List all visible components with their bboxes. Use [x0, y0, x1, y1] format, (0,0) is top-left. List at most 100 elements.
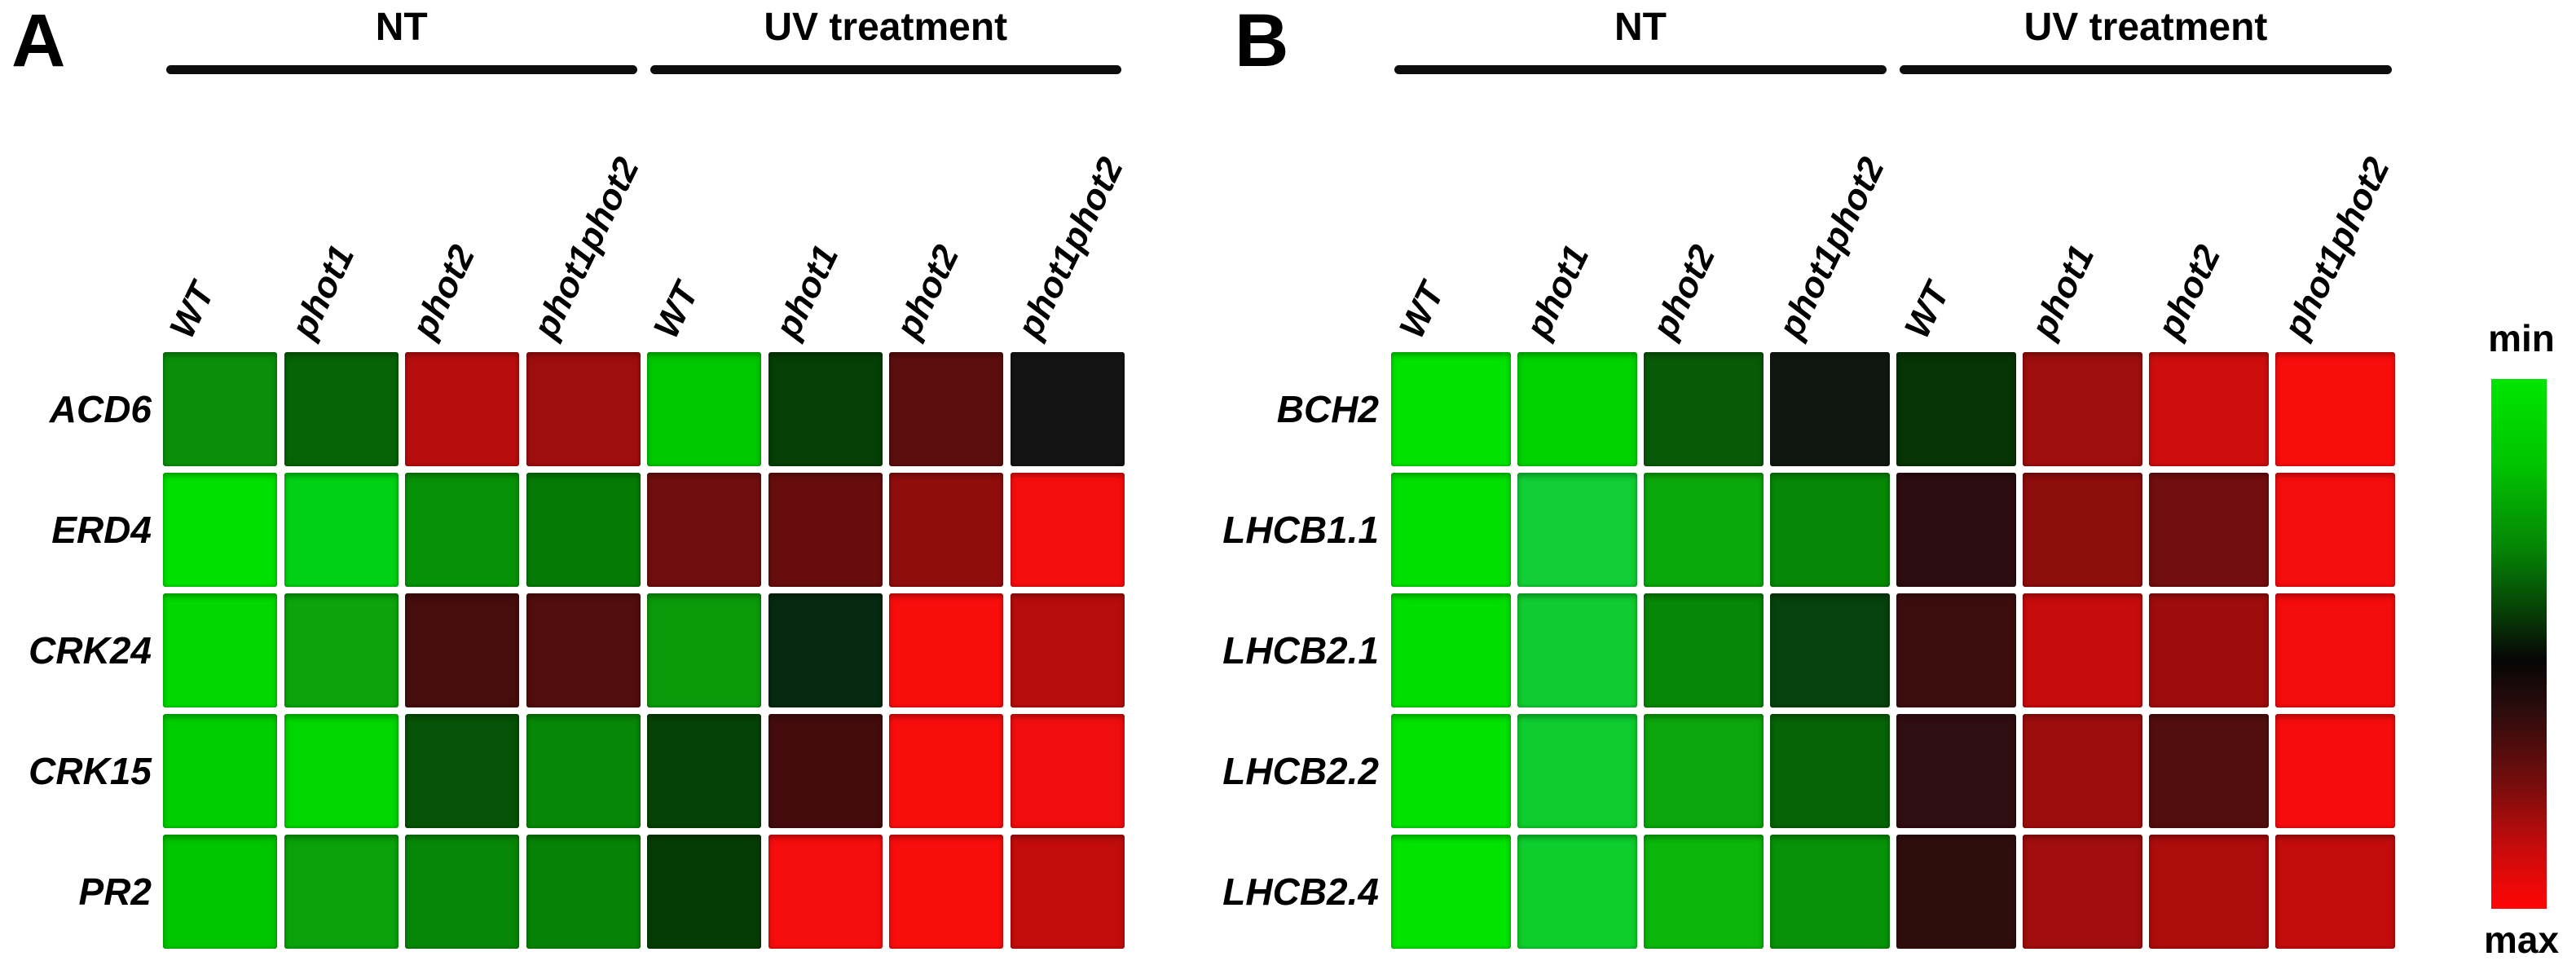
- condition-group-underline-B-0: [1394, 65, 1887, 74]
- heatmap-cell-B-LHCB1.1-1: [1517, 473, 1637, 587]
- heatmap-cell-B-LHCB2.4-5: [2023, 835, 2142, 949]
- heatmap-cell-A-ACD6-6: [889, 352, 1003, 466]
- heatmap-cell-B-LHCB2.1-3: [1770, 593, 1890, 707]
- heatmap-cell-A-PR2-6: [889, 835, 1003, 949]
- heatmap-cell-A-CRK15-4: [647, 714, 761, 828]
- row-label-B-1: LHCB1.1: [1222, 509, 1379, 551]
- heatmap-cell-B-BCH2-1: [1517, 352, 1637, 466]
- panel-a-letter: A: [11, 0, 66, 82]
- heatmap-cell-A-ACD6-3: [526, 352, 641, 466]
- heatmap-cell-B-LHCB2.4-3: [1770, 835, 1890, 949]
- heatmap-cell-B-LHCB2.1-0: [1391, 593, 1511, 707]
- heatmap-cell-A-ERD4-6: [889, 473, 1003, 587]
- heatmap-cell-A-ACD6-0: [163, 352, 277, 466]
- heatmap-cell-B-LHCB2.2-0: [1391, 714, 1511, 828]
- heatmap-cell-B-BCH2-6: [2149, 352, 2269, 466]
- heatmap-cell-B-LHCB2.1-1: [1517, 593, 1637, 707]
- heatmap-cell-A-CRK15-7: [1010, 714, 1125, 828]
- heatmap-cell-B-LHCB1.1-3: [1770, 473, 1890, 587]
- column-label-A-5: phot1: [767, 239, 846, 345]
- column-label-A-1: phot1: [283, 239, 362, 345]
- heatmap-cell-A-ACD6-5: [768, 352, 883, 466]
- condition-group-underline-A-1: [650, 65, 1121, 74]
- heatmap-cell-A-CRK24-4: [647, 593, 761, 707]
- heatmap-cell-B-LHCB2.2-1: [1517, 714, 1637, 828]
- heatmap-cell-A-PR2-1: [284, 835, 399, 949]
- heatmap-cell-A-CRK15-0: [163, 714, 277, 828]
- heatmap-cell-B-BCH2-3: [1770, 352, 1890, 466]
- heatmap-cell-B-LHCB2.1-5: [2023, 593, 2142, 707]
- heatmap-cell-B-LHCB2.2-4: [1896, 714, 2016, 828]
- column-label-B-7: phot1phot2: [2275, 151, 2398, 345]
- heatmap-cell-B-LHCB2.2-3: [1770, 714, 1890, 828]
- heatmap-cell-A-CRK15-2: [405, 714, 519, 828]
- heatmap-cell-B-BCH2-0: [1391, 352, 1511, 466]
- heatmap-cell-B-LHCB1.1-2: [1644, 473, 1764, 587]
- heatmap-cell-A-PR2-4: [647, 835, 761, 949]
- heatmap-cell-A-CRK15-3: [526, 714, 641, 828]
- condition-group-label-B-1: UV treatment: [2023, 6, 2268, 49]
- heatmap-cell-B-LHCB1.1-7: [2275, 473, 2395, 587]
- panel-b-letter: B: [1235, 0, 1289, 82]
- column-label-B-4: WT: [1896, 276, 1957, 345]
- heatmap-cell-A-PR2-0: [163, 835, 277, 949]
- heatmap-cell-A-PR2-7: [1010, 835, 1125, 949]
- color-scale-bar: [2491, 379, 2547, 909]
- heatmap-cell-A-ACD6-7: [1010, 352, 1125, 466]
- row-label-A-4: PR2: [78, 870, 152, 913]
- column-label-B-6: phot2: [2149, 239, 2229, 345]
- condition-group-label-A-1: UV treatment: [764, 6, 1008, 49]
- heatmap-cell-B-LHCB2.2-5: [2023, 714, 2142, 828]
- heatmap-cell-A-ACD6-1: [284, 352, 399, 466]
- heatmap-cell-A-ERD4-2: [405, 473, 519, 587]
- heatmap-cell-A-ERD4-4: [647, 473, 761, 587]
- heatmap-cell-A-ACD6-4: [647, 352, 761, 466]
- column-label-A-2: phot2: [403, 239, 483, 345]
- row-label-A-1: ERD4: [51, 509, 152, 551]
- heatmap-cell-A-CRK15-6: [889, 714, 1003, 828]
- heatmap-cell-B-BCH2-7: [2275, 352, 2395, 466]
- heatmap-cell-A-CRK24-1: [284, 593, 399, 707]
- condition-group-underline-B-1: [1900, 65, 2392, 74]
- heatmap-cell-B-LHCB2.4-0: [1391, 835, 1511, 949]
- heatmap-cell-B-LHCB2.2-7: [2275, 714, 2395, 828]
- row-label-A-0: ACD6: [49, 388, 152, 430]
- heatmap-cell-A-ERD4-0: [163, 473, 277, 587]
- heatmap-cell-B-LHCB1.1-6: [2149, 473, 2269, 587]
- column-label-A-0: WT: [161, 276, 222, 345]
- column-label-B-1: phot1: [1517, 239, 1597, 345]
- heatmap-cell-A-CRK24-3: [526, 593, 641, 707]
- color-scale-max-label: max: [2483, 919, 2560, 961]
- heatmap-cell-A-CRK15-1: [284, 714, 399, 828]
- heatmap-cell-B-BCH2-5: [2023, 352, 2142, 466]
- heatmap-cell-A-CRK24-6: [889, 593, 1003, 707]
- heatmap-cell-B-LHCB2.4-7: [2275, 835, 2395, 949]
- heatmap-cell-B-LHCB2.4-2: [1644, 835, 1764, 949]
- row-label-B-2: LHCB2.1: [1222, 629, 1379, 672]
- column-label-A-3: phot1phot2: [525, 151, 647, 345]
- condition-group-label-B-0: NT: [1614, 6, 1667, 49]
- heatmap-cell-A-ERD4-7: [1010, 473, 1125, 587]
- heatmap-cell-A-ERD4-3: [526, 473, 641, 587]
- heatmap-cell-B-LHCB2.1-2: [1644, 593, 1764, 707]
- row-label-B-0: BCH2: [1276, 388, 1379, 430]
- heatmap-cell-B-BCH2-2: [1644, 352, 1764, 466]
- heatmap-cell-A-CRK24-5: [768, 593, 883, 707]
- column-label-A-7: phot1phot2: [1009, 151, 1131, 345]
- heatmap-cell-B-LHCB2.4-1: [1517, 835, 1637, 949]
- heatmap-cell-A-ERD4-5: [768, 473, 883, 587]
- column-label-A-6: phot2: [887, 239, 967, 345]
- column-label-B-3: phot1phot2: [1770, 151, 1892, 345]
- heatmap-cell-A-CRK24-2: [405, 593, 519, 707]
- heatmap-cell-A-CRK15-5: [768, 714, 883, 828]
- heatmap-cell-B-LHCB2.4-4: [1896, 835, 2016, 949]
- heatmap-cell-A-PR2-2: [405, 835, 519, 949]
- column-label-B-2: phot2: [1644, 239, 1724, 345]
- heatmap-cell-A-CRK24-0: [163, 593, 277, 707]
- column-label-A-4: WT: [645, 276, 707, 345]
- heatmap-cell-A-CRK24-7: [1010, 593, 1125, 707]
- row-label-B-3: LHCB2.2: [1222, 750, 1379, 792]
- heatmap-cell-B-LHCB1.1-5: [2023, 473, 2142, 587]
- heatmap-cell-A-PR2-5: [768, 835, 883, 949]
